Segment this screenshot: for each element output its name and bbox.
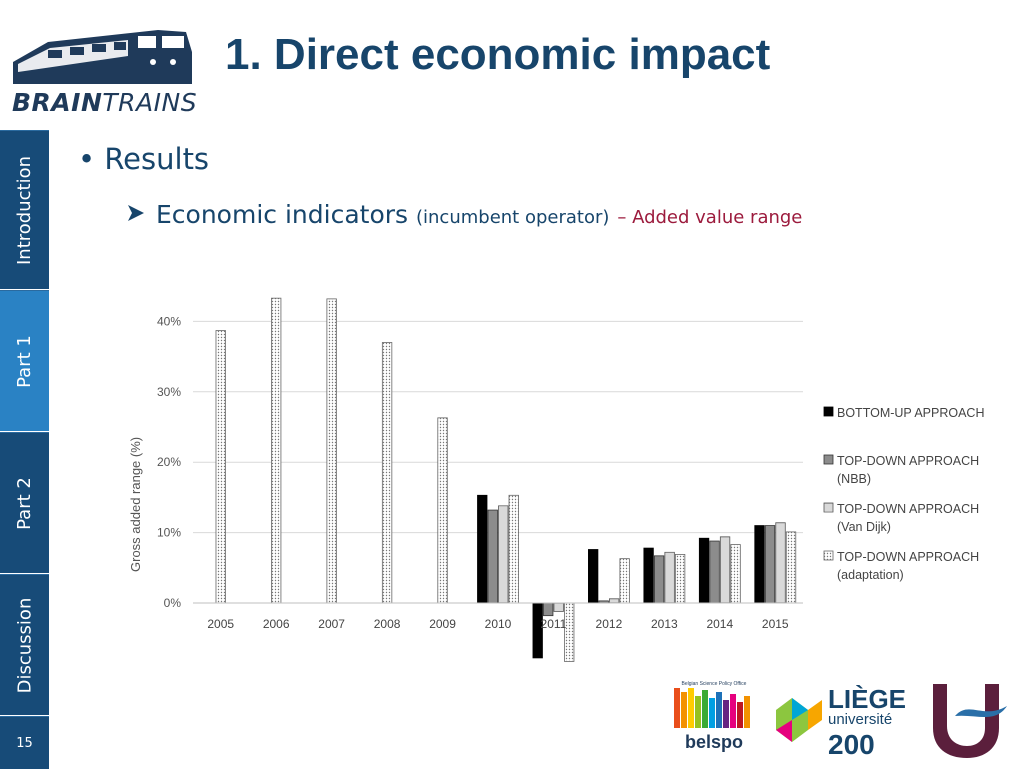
x-tick-label: 2013 [651,617,678,631]
legend-swatch [823,406,834,417]
belspo-wordmark: belspo [685,732,743,752]
bar [437,417,448,604]
bullet-economic-text: Economic indicators [156,200,409,229]
sidebar-nav: Introduction Part 1 Part 2 Discussion [0,130,50,768]
bar [643,547,654,604]
bullet-results-text: Results [104,142,210,176]
bar [588,549,599,604]
bar [764,525,776,604]
x-tick-label: 2009 [429,617,456,631]
x-tick-label: 2012 [596,617,623,631]
bar [498,505,509,604]
bar [543,602,554,617]
liege-title: LIÈGE [828,684,906,714]
y-tick-label: 0% [164,596,182,610]
arrow-bullet-icon [126,200,146,229]
bullet-results: • Results [78,142,209,176]
university-emblem-logo [925,680,1015,760]
braintrains-logo [8,22,198,118]
bar [754,525,765,604]
page-title: 1. Direct economic impact [225,30,771,79]
bar [553,602,564,612]
belspo-caption: Belgian Science Policy Office [682,681,747,687]
y-tick-label: 20% [157,455,181,469]
x-tick-label: 2015 [762,617,789,631]
train-icon [13,30,192,84]
x-tick-label: 2014 [706,617,733,631]
legend-label: TOP-DOWN APPROACH [837,502,979,516]
liege-year: 200 [828,729,875,760]
bar [709,540,720,604]
x-tick-label: 2006 [263,617,290,631]
sidebar-tab-discussion[interactable]: Discussion [0,574,49,715]
belspo-logo: Belgian Science Policy Office belspo [668,676,760,756]
legend-label: (Van Dijk) [837,520,891,534]
sidebar-tab-label: Introduction [14,155,36,265]
bar [326,298,337,604]
bullet-mark: • [78,142,96,176]
bar [653,555,665,604]
legend-label: TOP-DOWN APPROACH [837,454,979,468]
liege-university-logo: LIÈGE université 200 [772,680,912,760]
bar [487,509,498,604]
y-axis-label: Gross added range (%) [128,437,143,572]
bar [381,342,393,604]
bullet-range-text: – Added value range [617,207,803,228]
bar [698,537,710,604]
bar [477,494,488,604]
legend-swatch [823,550,834,561]
bar [215,330,226,604]
legend-label: BOTTOM-UP APPROACH [837,406,984,420]
sidebar-tab-introduction[interactable]: Introduction [0,130,49,289]
bar [674,554,686,604]
added-value-chart: 0% 10% 20% 30% 40% Gross added range (%) 2005 2… [128,297,984,662]
x-tick-label: 2008 [374,617,401,631]
x-tick-label: 2005 [207,617,234,631]
bar [508,494,519,604]
bullet-incumbent-text: (incumbent operator) [416,207,610,228]
legend-label: (NBB) [837,472,871,486]
sidebar-tab-label: Discussion [14,597,36,693]
sidebar-tab-part-2[interactable]: Part 2 [0,432,49,573]
legend-label: (adaptation) [837,568,904,582]
bullet-economic-indicators: Economic indicators (incumbent operator)… [126,200,802,229]
legend-swatch [823,454,834,465]
bar [719,536,731,604]
logo-wordmark: BRAINTRAINS [12,88,198,117]
x-tick-label: 2010 [485,617,512,631]
sidebar-tab-label: Part 2 [14,476,35,530]
bar [619,558,630,604]
liege-subtitle: université [828,711,892,728]
page-number: 15 [0,716,49,769]
legend-label: TOP-DOWN APPROACH [837,550,979,564]
sidebar-tab-part-1[interactable]: Part 1 [0,290,49,431]
x-tick-label: 2007 [318,617,345,631]
bar [609,598,620,604]
bar [271,297,282,604]
sidebar-tab-label: Part 1 [14,334,35,388]
bar [775,522,786,604]
bar [785,531,797,604]
y-tick-label: 10% [157,526,181,540]
x-tick-label: 2011 [541,617,567,631]
y-tick-label: 40% [157,314,181,328]
legend-swatch [823,502,834,513]
bar [564,602,575,662]
y-tick-label: 30% [157,385,181,399]
bar [730,544,741,604]
bar [664,551,675,604]
